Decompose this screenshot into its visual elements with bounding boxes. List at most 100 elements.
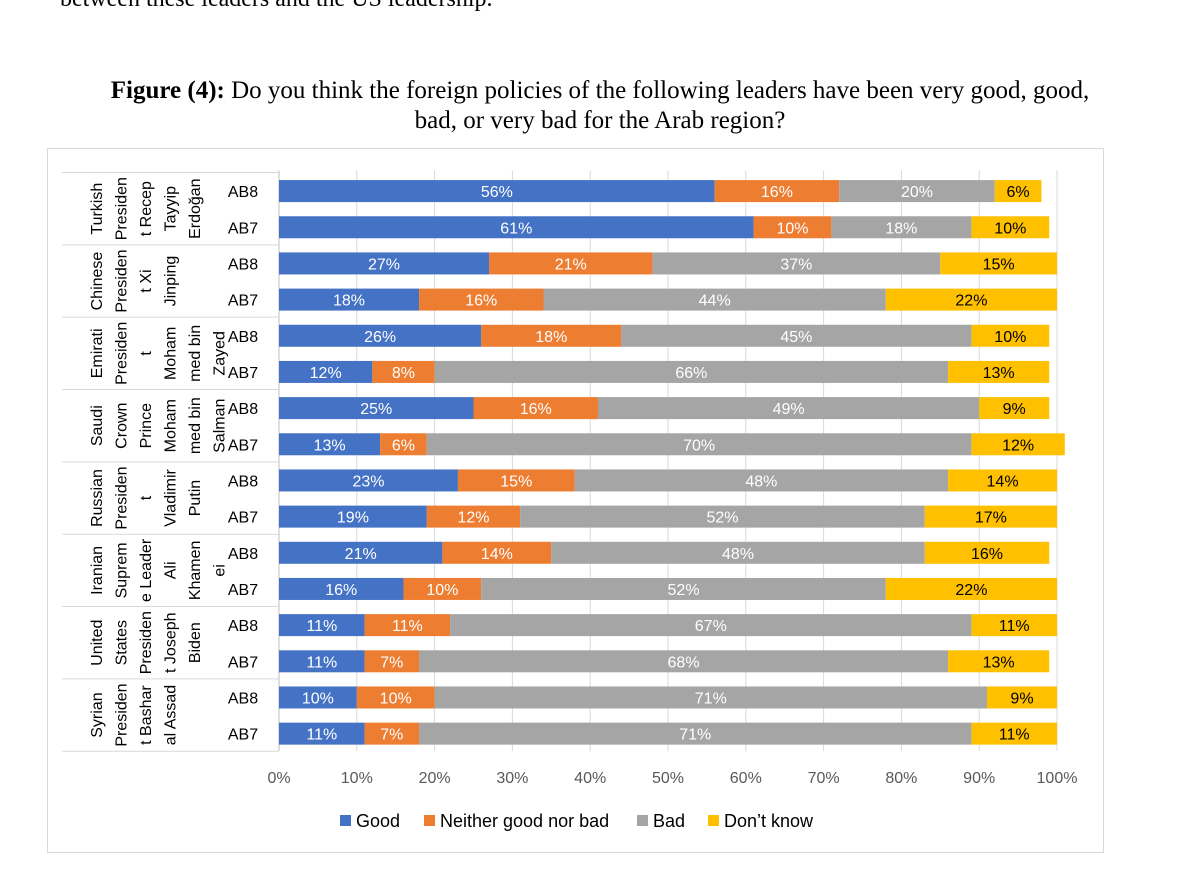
data-label: 11% <box>306 727 337 744</box>
bar-segment <box>279 288 420 311</box>
bar-segment <box>279 360 373 383</box>
data-label: 9% <box>1003 401 1026 418</box>
group-label-line: Jinping <box>163 256 180 307</box>
bar-segment <box>621 324 972 347</box>
figure-caption: Figure (4): Do you think the foreign pol… <box>40 76 1160 136</box>
figure-caption-line2: bad, or very bad for the Arab region? <box>414 107 786 134</box>
group-label: Russian Presiden t Vladimir Putin <box>89 466 204 529</box>
data-label: 7% <box>380 654 403 671</box>
bar-segment <box>714 180 840 203</box>
bar-segment <box>885 288 1057 311</box>
bar-segment <box>356 686 435 709</box>
group-label-line: Khamen <box>187 541 204 601</box>
bar-segment <box>924 505 1057 528</box>
data-label: 70% <box>683 437 715 454</box>
group-label-line: t Bashar <box>138 685 155 745</box>
group-label-line: Presiden <box>114 466 131 529</box>
group-label: Turkish Presiden t Recep Tayyip Erdoğan <box>89 177 204 240</box>
bar-segment <box>364 650 420 673</box>
data-label: 11% <box>999 727 1030 744</box>
wave-label: AB8 <box>228 690 258 707</box>
legend-label: Don’t know <box>724 811 814 831</box>
group-label-line: Turkish <box>89 183 106 235</box>
group-label-line: Moham <box>163 327 180 380</box>
wave-label: AB8 <box>228 184 258 201</box>
data-label: 25% <box>360 401 392 418</box>
bar-segment <box>442 541 552 564</box>
bar-segment <box>481 324 622 347</box>
data-label: 48% <box>745 473 777 490</box>
data-label: 15% <box>983 256 1015 273</box>
bar-segment <box>489 252 653 275</box>
data-label: 11% <box>392 618 423 635</box>
bar-segment <box>971 614 1057 637</box>
wave-label: AB7 <box>228 510 258 527</box>
data-label: 17% <box>975 510 1007 527</box>
data-label: 15% <box>500 473 532 490</box>
data-label: 71% <box>695 690 727 707</box>
data-label: 10% <box>994 220 1026 237</box>
wave-label: AB8 <box>228 473 258 490</box>
bar-segment <box>279 469 458 492</box>
bar-segment <box>753 216 832 239</box>
data-label: 12% <box>310 365 342 382</box>
legend-swatch <box>340 815 351 826</box>
data-label: 13% <box>983 365 1015 382</box>
bar-segment <box>986 686 1057 709</box>
wave-label: AB7 <box>228 365 258 382</box>
data-label: 22% <box>955 582 987 599</box>
wave-label: AB7 <box>228 727 258 744</box>
legend-item: Neither good nor bad <box>424 811 609 831</box>
legend-swatch <box>637 815 648 826</box>
bar-segment <box>948 469 1057 492</box>
data-label: 16% <box>971 546 1003 563</box>
group-label-line: al Assad <box>163 685 180 745</box>
bar-segment <box>971 324 1050 347</box>
data-label: 6% <box>1007 184 1030 201</box>
group-label-line: Syrian <box>89 692 106 737</box>
data-label: 71% <box>679 727 711 744</box>
bar-segment <box>551 541 925 564</box>
bar-segment <box>279 252 490 275</box>
bar-segment <box>279 722 365 745</box>
legend-label: Neither good nor bad <box>440 811 609 831</box>
group-label-line: Presiden <box>114 249 131 312</box>
group-label-line: Zayed <box>212 331 229 375</box>
data-label: 8% <box>392 365 415 382</box>
wave-label: AB8 <box>228 546 258 563</box>
group-label-line: med bin <box>187 325 204 382</box>
group-label-line: ei <box>212 564 229 576</box>
data-label: 11% <box>306 618 337 635</box>
bar-segment <box>971 433 1065 456</box>
bar-segment <box>419 650 949 673</box>
bar-segment <box>971 216 1050 239</box>
data-label: 16% <box>465 293 497 310</box>
wave-label: AB8 <box>228 256 258 273</box>
data-label: 18% <box>535 329 567 346</box>
group-label: Emirati Presiden t Moham med bin Zayed <box>89 322 229 385</box>
legend-item: Bad <box>637 811 685 831</box>
group-label-line: Presiden <box>114 322 131 385</box>
data-label: 68% <box>668 654 700 671</box>
data-label: 10% <box>380 690 412 707</box>
data-label: 66% <box>675 365 707 382</box>
bar-segment <box>279 216 754 239</box>
bar-segment <box>971 722 1057 745</box>
data-label: 10% <box>426 582 458 599</box>
wave-label: AB7 <box>228 437 258 454</box>
data-label: 61% <box>500 220 532 237</box>
bar-segment <box>520 505 925 528</box>
group-label-line: t Recep <box>138 181 155 236</box>
legend-item: Don’t know <box>708 811 814 831</box>
bar-segment <box>940 252 1057 275</box>
data-label: 11% <box>306 654 337 671</box>
bar-segment <box>279 577 404 600</box>
data-label: 18% <box>885 220 917 237</box>
data-label: 9% <box>1010 690 1033 707</box>
group-label-line: t Joseph <box>163 612 180 672</box>
group-label-line: Crown <box>114 403 131 449</box>
bar-segment <box>574 469 949 492</box>
bar-segment <box>652 252 941 275</box>
data-label: 10% <box>994 329 1026 346</box>
group-label-line: Iranian <box>89 546 106 595</box>
